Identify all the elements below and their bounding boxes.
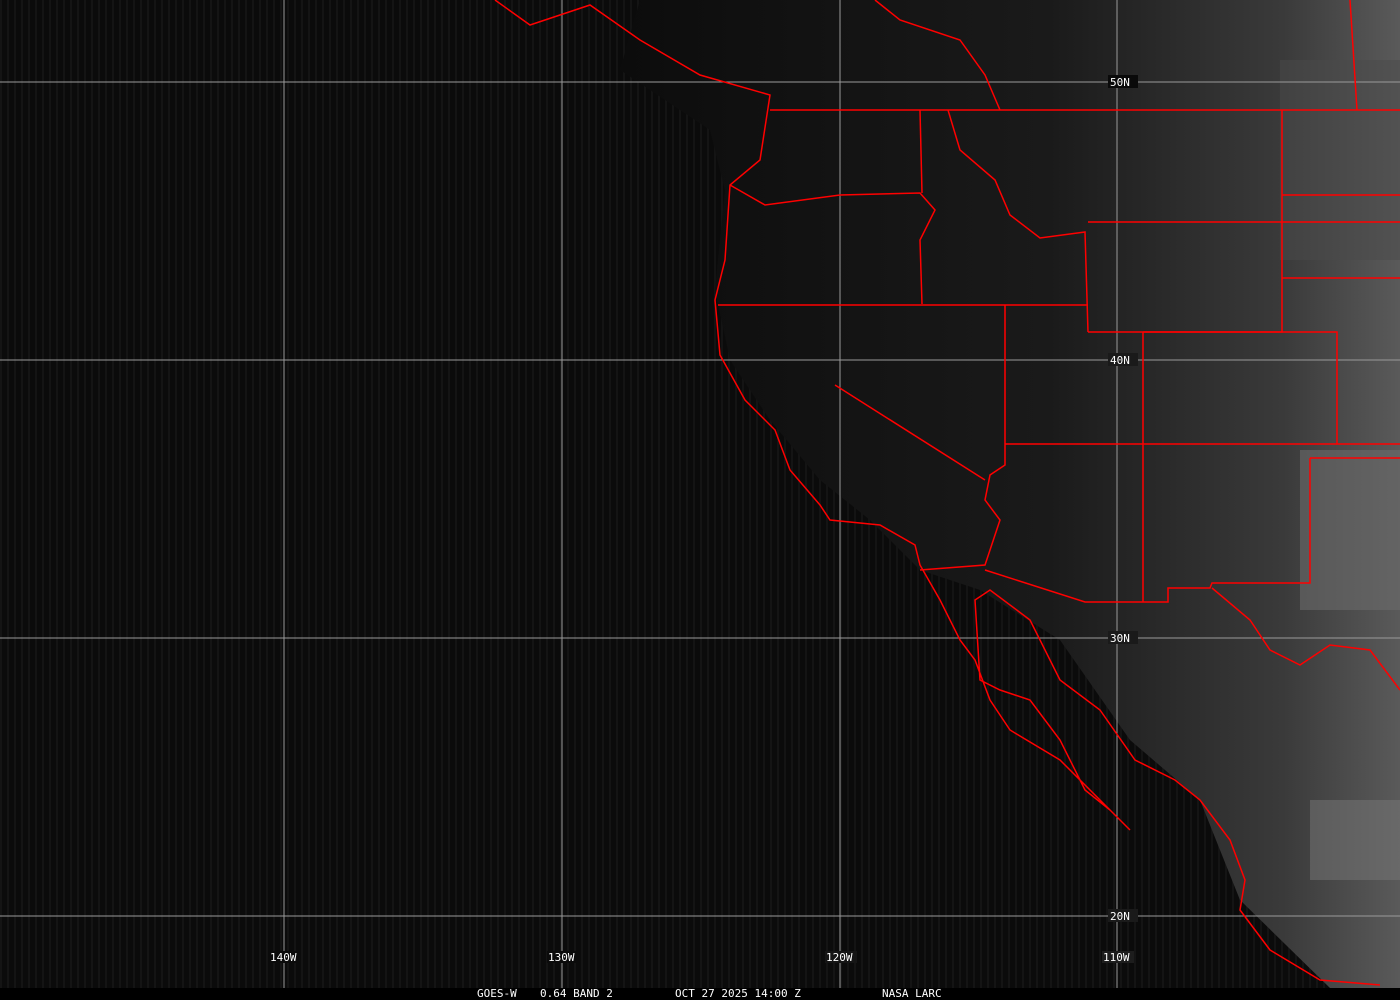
canada-border-north (874, 0, 1001, 111)
lon-label-120w: 120W (826, 951, 853, 964)
wa-or-border (729, 184, 936, 305)
lat-label-20n: 20N (1110, 910, 1130, 923)
credit-label: NASA LARC (882, 987, 942, 1000)
lat-label-40n: 40N (1110, 354, 1130, 367)
coastline (494, 0, 1381, 986)
nm-tx-vertical (984, 458, 1311, 603)
land-area (620, 0, 1400, 988)
lat-label-30n: 30N (1110, 632, 1130, 645)
cloud-area (1300, 450, 1400, 610)
mt-east-border (1281, 110, 1400, 223)
sask-border (1349, 0, 1358, 111)
cloud-area (1310, 800, 1400, 880)
ut-co-border (1143, 331, 1400, 445)
lon-label-130w: 130W (548, 951, 575, 964)
timestamp: OCT 27 2025 14:00 Z (675, 987, 801, 1000)
political-borders (494, 0, 1400, 986)
id-mt-border (947, 109, 1089, 333)
wa-id-border (919, 109, 923, 194)
channel-label: 0.64 BAND 2 (540, 987, 613, 1000)
grid-labels: 50N 40N 30N 20N 140W 130W 120W 110W (269, 75, 1138, 964)
lat-label-50n: 50N (1110, 76, 1130, 89)
cloud-area (1280, 60, 1400, 260)
lon-label-140w: 140W (270, 951, 297, 964)
ca-diagonal-border (834, 384, 986, 481)
us-mexico-border (1211, 587, 1400, 691)
satellite-name: GOES-W (477, 987, 517, 1000)
lon-label-110w: 110W (1103, 951, 1130, 964)
ca-nv-border (919, 305, 1006, 571)
image-caption-bar: GOES-W 0.64 BAND 2 OCT 27 2025 14:00 Z N… (0, 988, 1400, 1000)
